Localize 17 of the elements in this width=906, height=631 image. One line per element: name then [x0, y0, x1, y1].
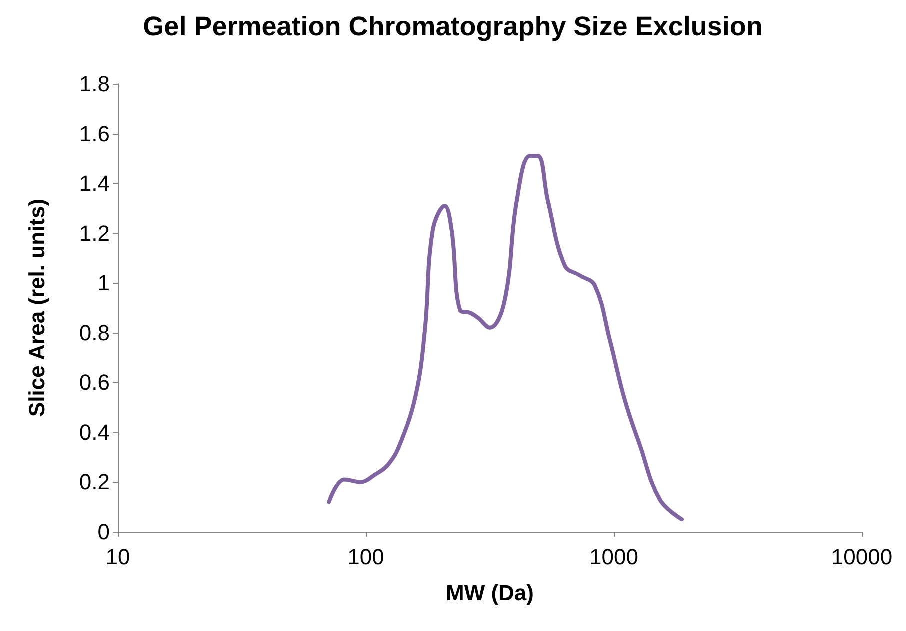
y-tick-label: 1.2	[79, 220, 110, 246]
chart-title: Gel Permeation Chromatography Size Exclusion	[143, 12, 763, 42]
x-tick-label: 100	[348, 544, 384, 570]
y-tick-label: 1.8	[79, 72, 110, 96]
y-tick-label: 0.4	[79, 420, 110, 445]
y-tick-label: 0.2	[79, 470, 110, 495]
x-tick-label: 1000	[590, 544, 638, 570]
y-tick-label: 1.6	[79, 121, 110, 146]
y-tick-label: 0	[98, 520, 110, 544]
y-tick-label: 0.8	[79, 320, 110, 346]
x-tick-label: 10000	[831, 544, 893, 570]
y-tick-label: 1.4	[79, 171, 110, 196]
y-tick-label: 0.6	[79, 370, 110, 396]
x-tick-label: 10	[106, 544, 130, 570]
y-tick-label: 1	[98, 270, 110, 296]
x-axis-title: MW (Da)	[446, 580, 534, 606]
y-axis-title: Slice Area (rel. units)	[24, 198, 50, 418]
